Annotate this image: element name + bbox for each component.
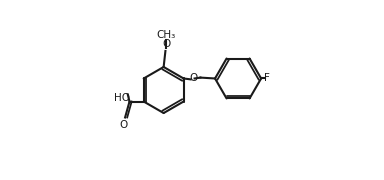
Text: HO: HO [114,93,129,103]
Text: F: F [264,73,270,84]
Text: O: O [119,120,127,130]
Text: O: O [162,39,170,49]
Text: CH₃: CH₃ [157,30,176,40]
Text: O: O [189,73,197,84]
